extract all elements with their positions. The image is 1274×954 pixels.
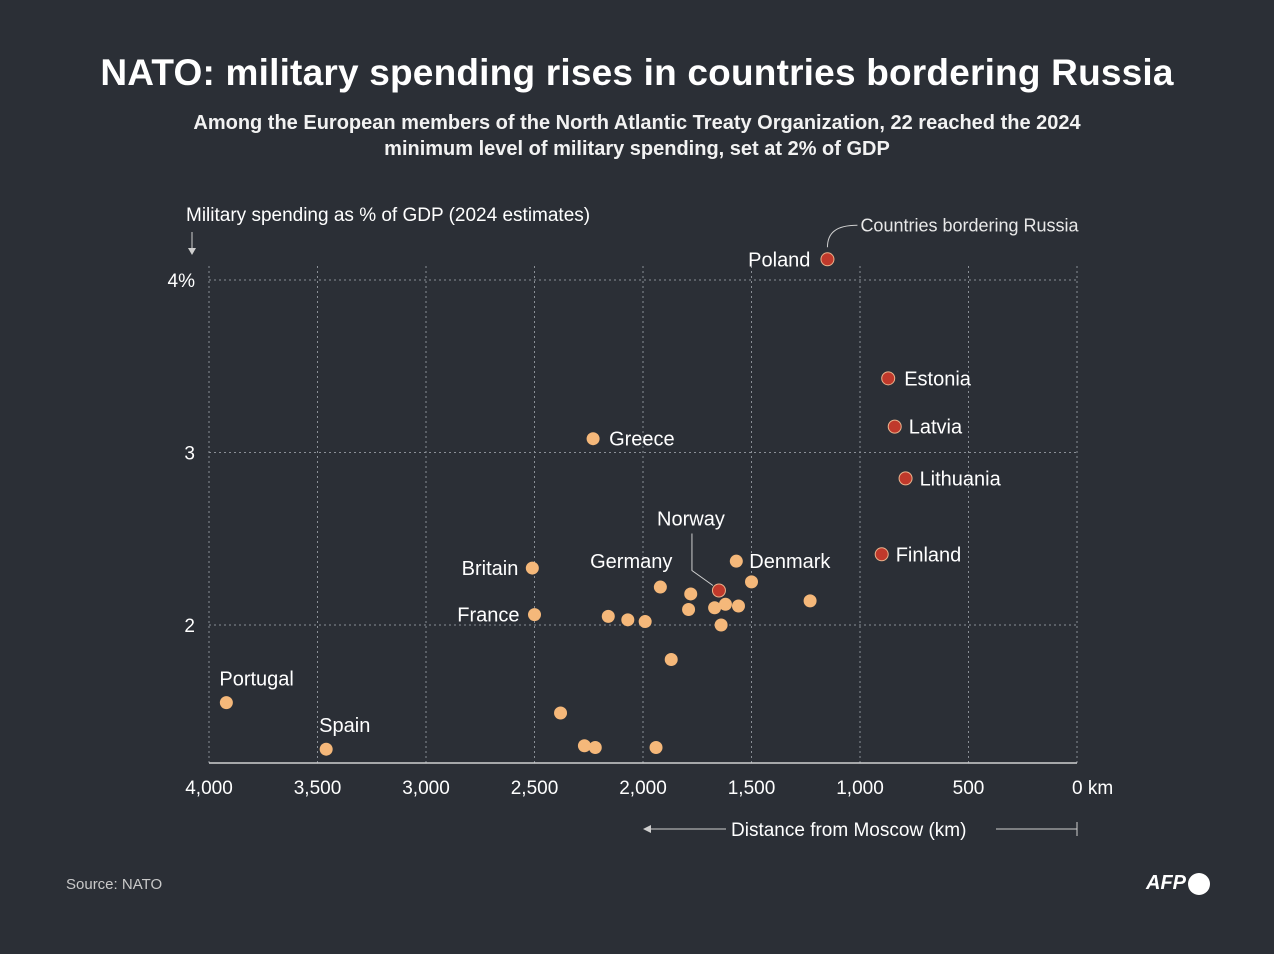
country-label: Estonia bbox=[904, 368, 972, 390]
country-point bbox=[621, 613, 635, 627]
norway-leader-line bbox=[691, 533, 714, 586]
country-point bbox=[588, 740, 602, 754]
country-label: Spain bbox=[319, 715, 370, 737]
country-label: Norway bbox=[657, 509, 725, 531]
afp-logo-dot bbox=[1188, 872, 1210, 895]
x-tick-label: 3,500 bbox=[294, 778, 342, 799]
y-tick-label: 2 bbox=[184, 616, 195, 637]
country-point bbox=[708, 601, 722, 615]
chart-title: NATO: military spending rises in countri… bbox=[100, 52, 1174, 93]
country-point bbox=[653, 580, 667, 594]
country-label: France bbox=[457, 605, 519, 627]
chart-subtitle: Among the European members of the North … bbox=[150, 110, 1124, 162]
country-point bbox=[525, 561, 539, 575]
afp-logo-text: AFP bbox=[1146, 872, 1186, 894]
x-tick-label: 500 bbox=[953, 778, 985, 799]
subtitle-line-2: minimum level of military spending, set … bbox=[384, 138, 890, 160]
x-tick-label: 0 km bbox=[1072, 778, 1113, 799]
x-tick-label: 4,000 bbox=[185, 778, 233, 799]
country-point bbox=[601, 609, 615, 623]
country-label: Poland bbox=[748, 249, 810, 271]
country-label: Germany bbox=[590, 551, 672, 573]
country-point bbox=[586, 432, 600, 446]
country-point bbox=[718, 597, 732, 611]
bordering-country-point bbox=[887, 419, 902, 434]
country-point bbox=[684, 587, 698, 601]
country-label: Lithuania bbox=[920, 468, 1002, 490]
country-point bbox=[319, 742, 333, 756]
bordering-country-point bbox=[711, 583, 726, 598]
y-tick-label: 3 bbox=[184, 444, 195, 465]
bordering-country-point bbox=[881, 371, 896, 386]
country-point bbox=[554, 706, 568, 720]
country-label: Finland bbox=[896, 544, 962, 566]
bordering-country-point bbox=[820, 252, 835, 267]
x-tick-label: 1,000 bbox=[836, 778, 884, 799]
country-label: Greece bbox=[609, 429, 675, 451]
afp-logo: AFP bbox=[1146, 872, 1210, 895]
country-point bbox=[729, 554, 743, 568]
x-tick-label: 1,500 bbox=[728, 778, 776, 799]
x-tick-label: 2,500 bbox=[511, 778, 559, 799]
x-axis-title: Distance from Moscow (km) bbox=[731, 820, 966, 841]
y-axis-arrow-head bbox=[188, 248, 196, 255]
legend-note: Countries bordering Russia bbox=[860, 215, 1079, 235]
country-label: Portugal bbox=[219, 669, 293, 691]
legend-leader-line bbox=[826, 224, 858, 248]
country-point bbox=[638, 615, 652, 629]
y-tick-label: 4% bbox=[168, 271, 196, 292]
source-note: Source: NATO bbox=[66, 876, 163, 893]
bordering-country-point bbox=[874, 547, 889, 562]
x-tick-label: 3,000 bbox=[402, 778, 450, 799]
country-label: Britain bbox=[462, 558, 519, 580]
country-point bbox=[219, 696, 233, 710]
country-point bbox=[731, 599, 745, 613]
x-axis-arrow-head bbox=[643, 825, 651, 833]
country-point bbox=[649, 740, 663, 754]
country-point bbox=[714, 618, 728, 632]
bordering-country-point bbox=[898, 471, 913, 486]
subtitle-line-1: Among the European members of the North … bbox=[193, 112, 1081, 134]
x-tick-label: 2,000 bbox=[619, 778, 667, 799]
country-point bbox=[577, 739, 591, 753]
country-point bbox=[682, 602, 696, 616]
country-label: Latvia bbox=[909, 417, 963, 439]
country-point bbox=[528, 608, 541, 622]
country-point bbox=[745, 575, 758, 589]
country-point bbox=[664, 653, 678, 666]
country-point bbox=[803, 594, 817, 608]
y-axis-title: Military spending as % of GDP (2024 esti… bbox=[186, 205, 590, 226]
country-label: Denmark bbox=[749, 551, 831, 573]
